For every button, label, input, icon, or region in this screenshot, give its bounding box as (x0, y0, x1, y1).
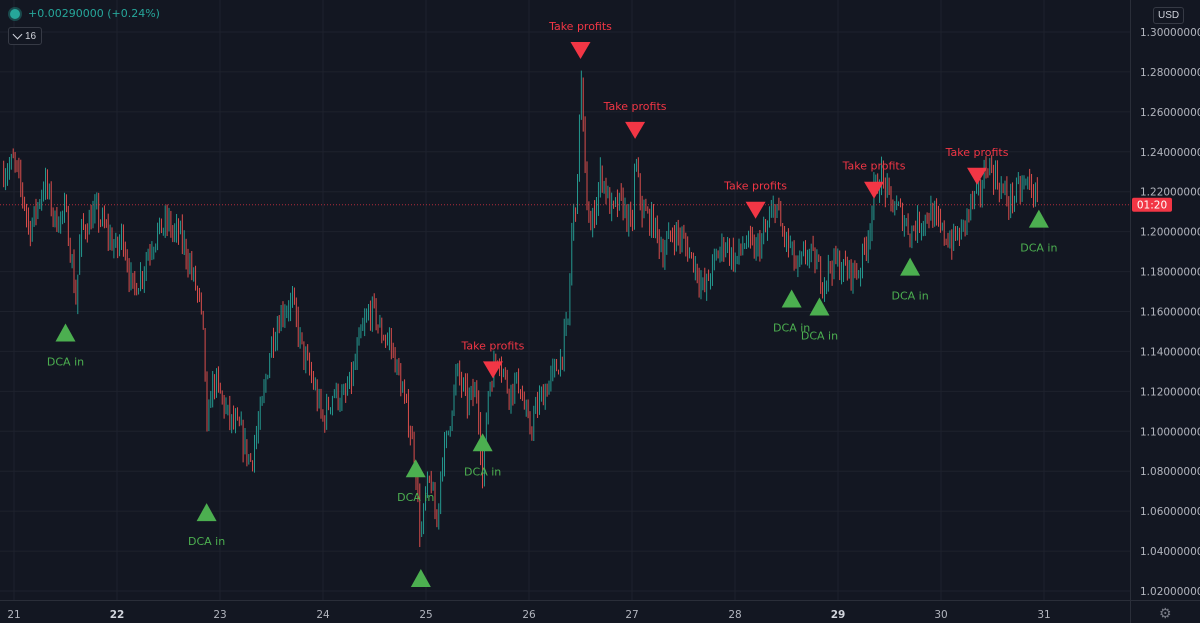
x-tick-label: 24 (316, 609, 330, 621)
dca-marker (196, 503, 217, 522)
y-tick-label: 1.08000000 (1140, 466, 1200, 478)
take-profit-label: Take profits (603, 100, 667, 113)
take-profit-marker (967, 167, 988, 185)
interval-label: 16 (25, 30, 37, 42)
y-tick-label: 1.30000000 (1140, 27, 1200, 39)
dca-marker (472, 433, 493, 452)
dca-label: DCA in (397, 491, 434, 504)
dca-marker (410, 569, 431, 588)
y-tick-label: 1.24000000 (1140, 147, 1200, 159)
x-tick-label: 21 (7, 609, 20, 621)
take-profit-marker (482, 361, 503, 379)
take-profit-marker (864, 181, 885, 199)
symbol-header: +0.00290000 (+0.24%) (10, 7, 160, 20)
y-tick-label: 1.14000000 (1140, 346, 1200, 358)
dca-marker (405, 459, 426, 478)
y-tick-label: 1.26000000 (1140, 107, 1200, 119)
dca-label: DCA in (47, 355, 84, 368)
take-profit-label: Take profits (723, 180, 787, 193)
take-profit-label: Take profits (461, 339, 525, 352)
x-tick-label: 31 (1037, 609, 1050, 621)
x-tick-label: 25 (419, 609, 432, 621)
take-profit-label: Take profits (548, 20, 612, 33)
dca-marker (1028, 209, 1049, 228)
y-tick-label: 1.16000000 (1140, 307, 1200, 319)
x-tick-label: 22 (110, 609, 125, 621)
market-status-icon (10, 8, 20, 19)
interval-selector-button[interactable]: 16 (8, 27, 43, 45)
y-tick-label: 1.28000000 (1140, 67, 1200, 79)
x-tick-label: 23 (213, 609, 226, 621)
price-change-text: +0.00290000 (+0.24%) (28, 7, 160, 20)
take-profit-marker (570, 41, 591, 59)
dca-label: DCA in (464, 465, 501, 478)
chevron-down-icon (12, 29, 23, 40)
dca-marker (55, 323, 76, 342)
currency-button[interactable]: USD (1153, 7, 1185, 24)
dca-label: DCA in (188, 535, 225, 548)
y-tick-label: 1.06000000 (1140, 506, 1200, 518)
y-tick-label: 1.18000000 (1140, 267, 1200, 279)
dca-label: DCA in (801, 329, 838, 342)
x-tick-label: 27 (625, 609, 638, 621)
dca-marker (781, 289, 802, 308)
dca-marker (900, 257, 921, 276)
x-tick-label: 29 (831, 609, 846, 621)
y-tick-label: 1.20000000 (1140, 227, 1200, 239)
dca-label: DCA in (773, 322, 810, 335)
y-tick-label: 1.12000000 (1140, 386, 1200, 398)
x-tick-label: 26 (522, 609, 536, 621)
current-price-badge (1132, 197, 1172, 212)
y-tick-label: 1.22000000 (1140, 187, 1200, 199)
y-tick-label: 1.10000000 (1140, 426, 1200, 438)
y-tick-label: 1.02000000 (1140, 586, 1200, 598)
current-price-countdown: 01:20 (1137, 200, 1167, 212)
dca-label: DCA in (1020, 242, 1057, 255)
take-profit-label: Take profits (945, 146, 1009, 159)
dca-label: DCA in (891, 290, 928, 303)
dca-marker (809, 297, 830, 316)
x-tick-label: 28 (728, 609, 741, 621)
take-profit-marker (745, 201, 766, 219)
y-tick-label: 1.04000000 (1140, 546, 1200, 558)
x-tick-label: 30 (934, 609, 947, 621)
gear-icon[interactable] (1159, 605, 1173, 619)
take-profit-marker (625, 121, 646, 139)
take-profit-label: Take profits (842, 160, 906, 173)
